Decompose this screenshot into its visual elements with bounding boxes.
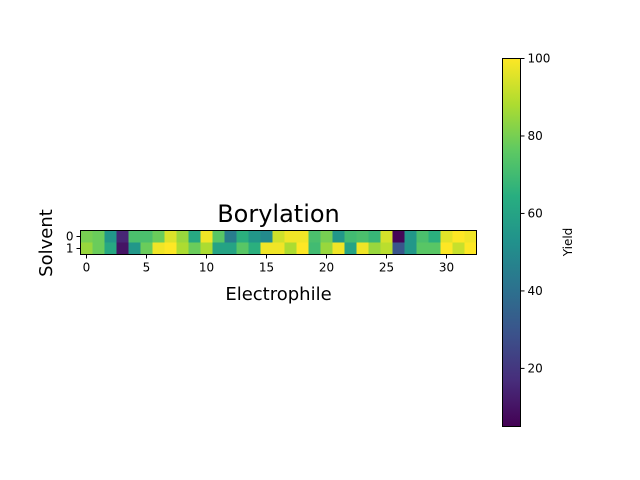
heatmap-cell: [284, 230, 297, 243]
heatmap-cell: [116, 230, 129, 243]
heatmap-cell: [368, 230, 381, 243]
x-tick-label: 15: [259, 261, 274, 275]
colorbar-label: Yield: [561, 228, 575, 258]
heatmap-cell: [296, 230, 309, 243]
heatmap-cell: [344, 230, 357, 243]
heatmap-cell: [128, 230, 141, 243]
colorbar-tick-label: 40: [528, 284, 543, 298]
heatmap-cell: [152, 230, 165, 243]
x-tick-label: 20: [319, 261, 334, 275]
heatmap-cell: [272, 230, 285, 243]
heatmap-cell: [392, 230, 405, 243]
colorbar-tick-label: 80: [528, 129, 543, 143]
heatmap-cell: [356, 230, 369, 243]
heatmap-cell: [92, 242, 105, 255]
heatmap-cell: [200, 242, 213, 255]
heatmap-cell: [368, 242, 381, 255]
colorbar: [502, 58, 521, 427]
heatmap-cell: [416, 242, 429, 255]
heatmap-cell: [440, 230, 453, 243]
heatmap-cell: [380, 230, 393, 243]
colorbar-tick-label: 60: [528, 206, 543, 220]
y-axis-ticks: 01: [66, 230, 81, 256]
y-axis-label: Solvent: [36, 209, 57, 277]
heatmap-cell: [140, 242, 153, 255]
heatmap-cell: [284, 242, 297, 255]
heatmap-cell: [128, 242, 141, 255]
heatmap-cell: [104, 242, 117, 255]
heatmap-cell: [176, 230, 189, 243]
heatmap-cell: [236, 242, 249, 255]
heatmap-cell: [428, 242, 441, 255]
colorbar-ticks: 20 40 60 80 100: [520, 52, 551, 375]
x-tick-label: 5: [143, 261, 151, 275]
heatmap-cell: [320, 242, 333, 255]
heatmap-cell: [248, 230, 261, 243]
heatmap-cell: [80, 230, 93, 243]
x-tick-label: 30: [439, 261, 454, 275]
heatmap-cell: [188, 230, 201, 243]
heatmap-cell: [296, 242, 309, 255]
heatmap-cell: [404, 242, 417, 255]
heatmap-cell: [356, 242, 369, 255]
heatmap-cell: [344, 242, 357, 255]
heatmap-cell: [440, 242, 453, 255]
heatmap-cell: [272, 242, 285, 255]
heatmap-cell: [152, 242, 165, 255]
heatmap-cell: [464, 230, 477, 243]
heatmap-frame: [80, 230, 477, 255]
heatmap-cell: [416, 230, 429, 243]
heatmap-cell: [332, 230, 345, 243]
heatmap-cell: [212, 230, 225, 243]
heatmap-cells: [80, 230, 477, 255]
heatmap-cell: [452, 242, 465, 255]
heatmap-cell: [92, 230, 105, 243]
heatmap-cell: [428, 230, 441, 243]
heatmap-cell: [404, 230, 417, 243]
heatmap-cell: [116, 242, 129, 255]
x-axis-label: Electrophile: [225, 284, 331, 305]
colorbar-tick-label: 20: [528, 361, 543, 375]
heatmap-cell: [452, 230, 465, 243]
heatmap-cell: [332, 242, 345, 255]
heatmap-cell: [224, 230, 237, 243]
heatmap-cell: [320, 230, 333, 243]
heatmap-cell: [248, 242, 261, 255]
heatmap-cell: [236, 230, 249, 243]
y-tick-label: 0: [66, 230, 74, 244]
heatmap-cell: [188, 242, 201, 255]
colorbar-tick-label: 100: [528, 52, 551, 66]
heatmap-cell: [212, 242, 225, 255]
heatmap-cell: [104, 230, 117, 243]
x-axis-ticks: 0 5 10 15 20 25 30: [83, 254, 454, 275]
heatmap-cell: [260, 230, 273, 243]
heatmap-cell: [308, 230, 321, 243]
heatmap-cell: [392, 242, 405, 255]
heatmap-cell: [176, 242, 189, 255]
x-tick-label: 25: [379, 261, 394, 275]
heatmap-cell: [464, 242, 477, 255]
heatmap-cell: [308, 242, 321, 255]
heatmap-cell: [200, 230, 213, 243]
chart-title: Borylation: [217, 200, 340, 228]
x-tick-label: 10: [199, 261, 214, 275]
heatmap-cell: [140, 230, 153, 243]
heatmap-cell: [164, 230, 177, 243]
heatmap-cell: [380, 242, 393, 255]
heatmap-cell: [164, 242, 177, 255]
heatmap-cell: [80, 242, 93, 255]
heatmap-cell: [260, 242, 273, 255]
x-tick-label: 0: [83, 261, 91, 275]
y-tick-label: 1: [66, 242, 74, 256]
heatmap-cell: [224, 242, 237, 255]
